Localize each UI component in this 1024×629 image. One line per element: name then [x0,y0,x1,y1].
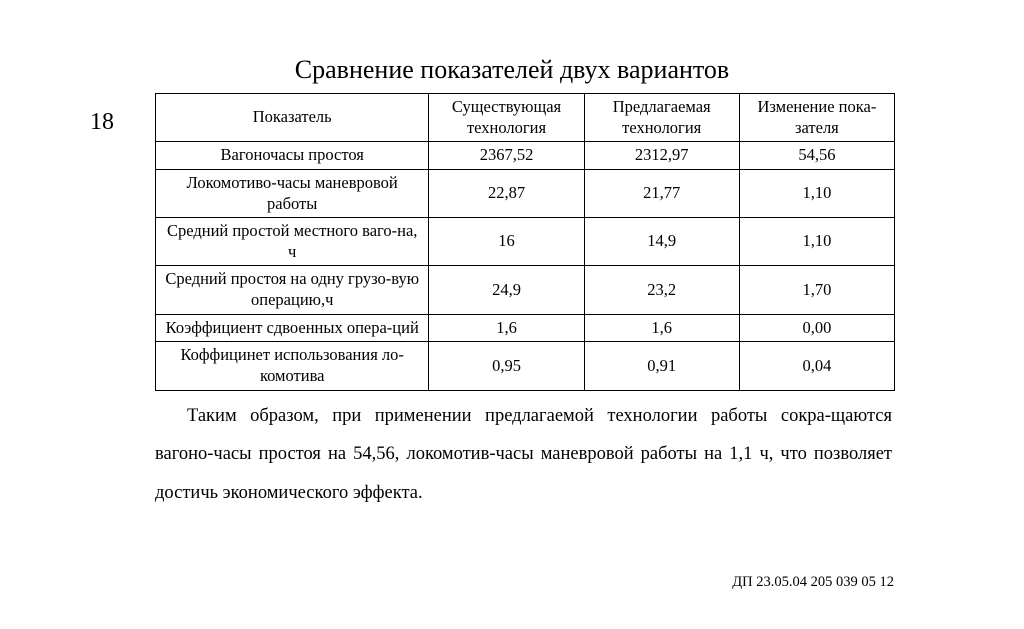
table-cell: 23,2 [584,266,739,314]
table-row: Средний простой местного ваго-на, ч 16 1… [156,218,895,266]
comparison-table: Показатель Существующая технология Предл… [155,93,895,391]
table-cell: 1,70 [739,266,894,314]
table-cell: 16 [429,218,584,266]
table-cell: Коэффициент сдвоенных опера-ций [156,314,429,342]
table-cell: 22,87 [429,169,584,217]
table-header-cell: Предлагаемая технология [584,94,739,142]
footer-document-code: ДП 23.05.04 205 039 05 12 [732,574,894,591]
table-cell: 14,9 [584,218,739,266]
table-cell: 24,9 [429,266,584,314]
table-cell: 0,91 [584,342,739,390]
table-cell: 1,10 [739,218,894,266]
table-header-cell: Существующая технология [429,94,584,142]
table-row: Коэффициент сдвоенных опера-ций 1,6 1,6 … [156,314,895,342]
table-cell: 1,10 [739,169,894,217]
page-title: Сравнение показателей двух вариантов [0,55,1024,85]
table-header-row: Показатель Существующая технология Предл… [156,94,895,142]
table-row: Локомотиво-часы маневровой работы 22,87 … [156,169,895,217]
table-row: Коффицинет использования ло-комотива 0,9… [156,342,895,390]
table-cell: 1,6 [429,314,584,342]
table-row: Средний простоя на одну грузо-вую операц… [156,266,895,314]
table-cell: 1,6 [584,314,739,342]
table-cell: Средний простой местного ваго-на, ч [156,218,429,266]
table-cell: Локомотиво-часы маневровой работы [156,169,429,217]
table-cell: 0,04 [739,342,894,390]
table-header-cell: Показатель [156,94,429,142]
comparison-table-wrapper: Показатель Существующая технология Предл… [155,93,895,391]
page-number: 18 [90,109,114,136]
table-cell: 21,77 [584,169,739,217]
table-cell: 0,95 [429,342,584,390]
table-cell: 2367,52 [429,142,584,170]
table-cell: 0,00 [739,314,894,342]
table-row: Вагоночасы простоя 2367,52 2312,97 54,56 [156,142,895,170]
table-cell: Средний простоя на одну грузо-вую операц… [156,266,429,314]
table-cell: Вагоночасы простоя [156,142,429,170]
table-header-cell: Изменение пока-зателя [739,94,894,142]
table-cell: 2312,97 [584,142,739,170]
table-cell: Коффицинет использования ло-комотива [156,342,429,390]
summary-paragraph: Таким образом, при применении предлагаем… [0,397,1024,514]
table-cell: 54,56 [739,142,894,170]
